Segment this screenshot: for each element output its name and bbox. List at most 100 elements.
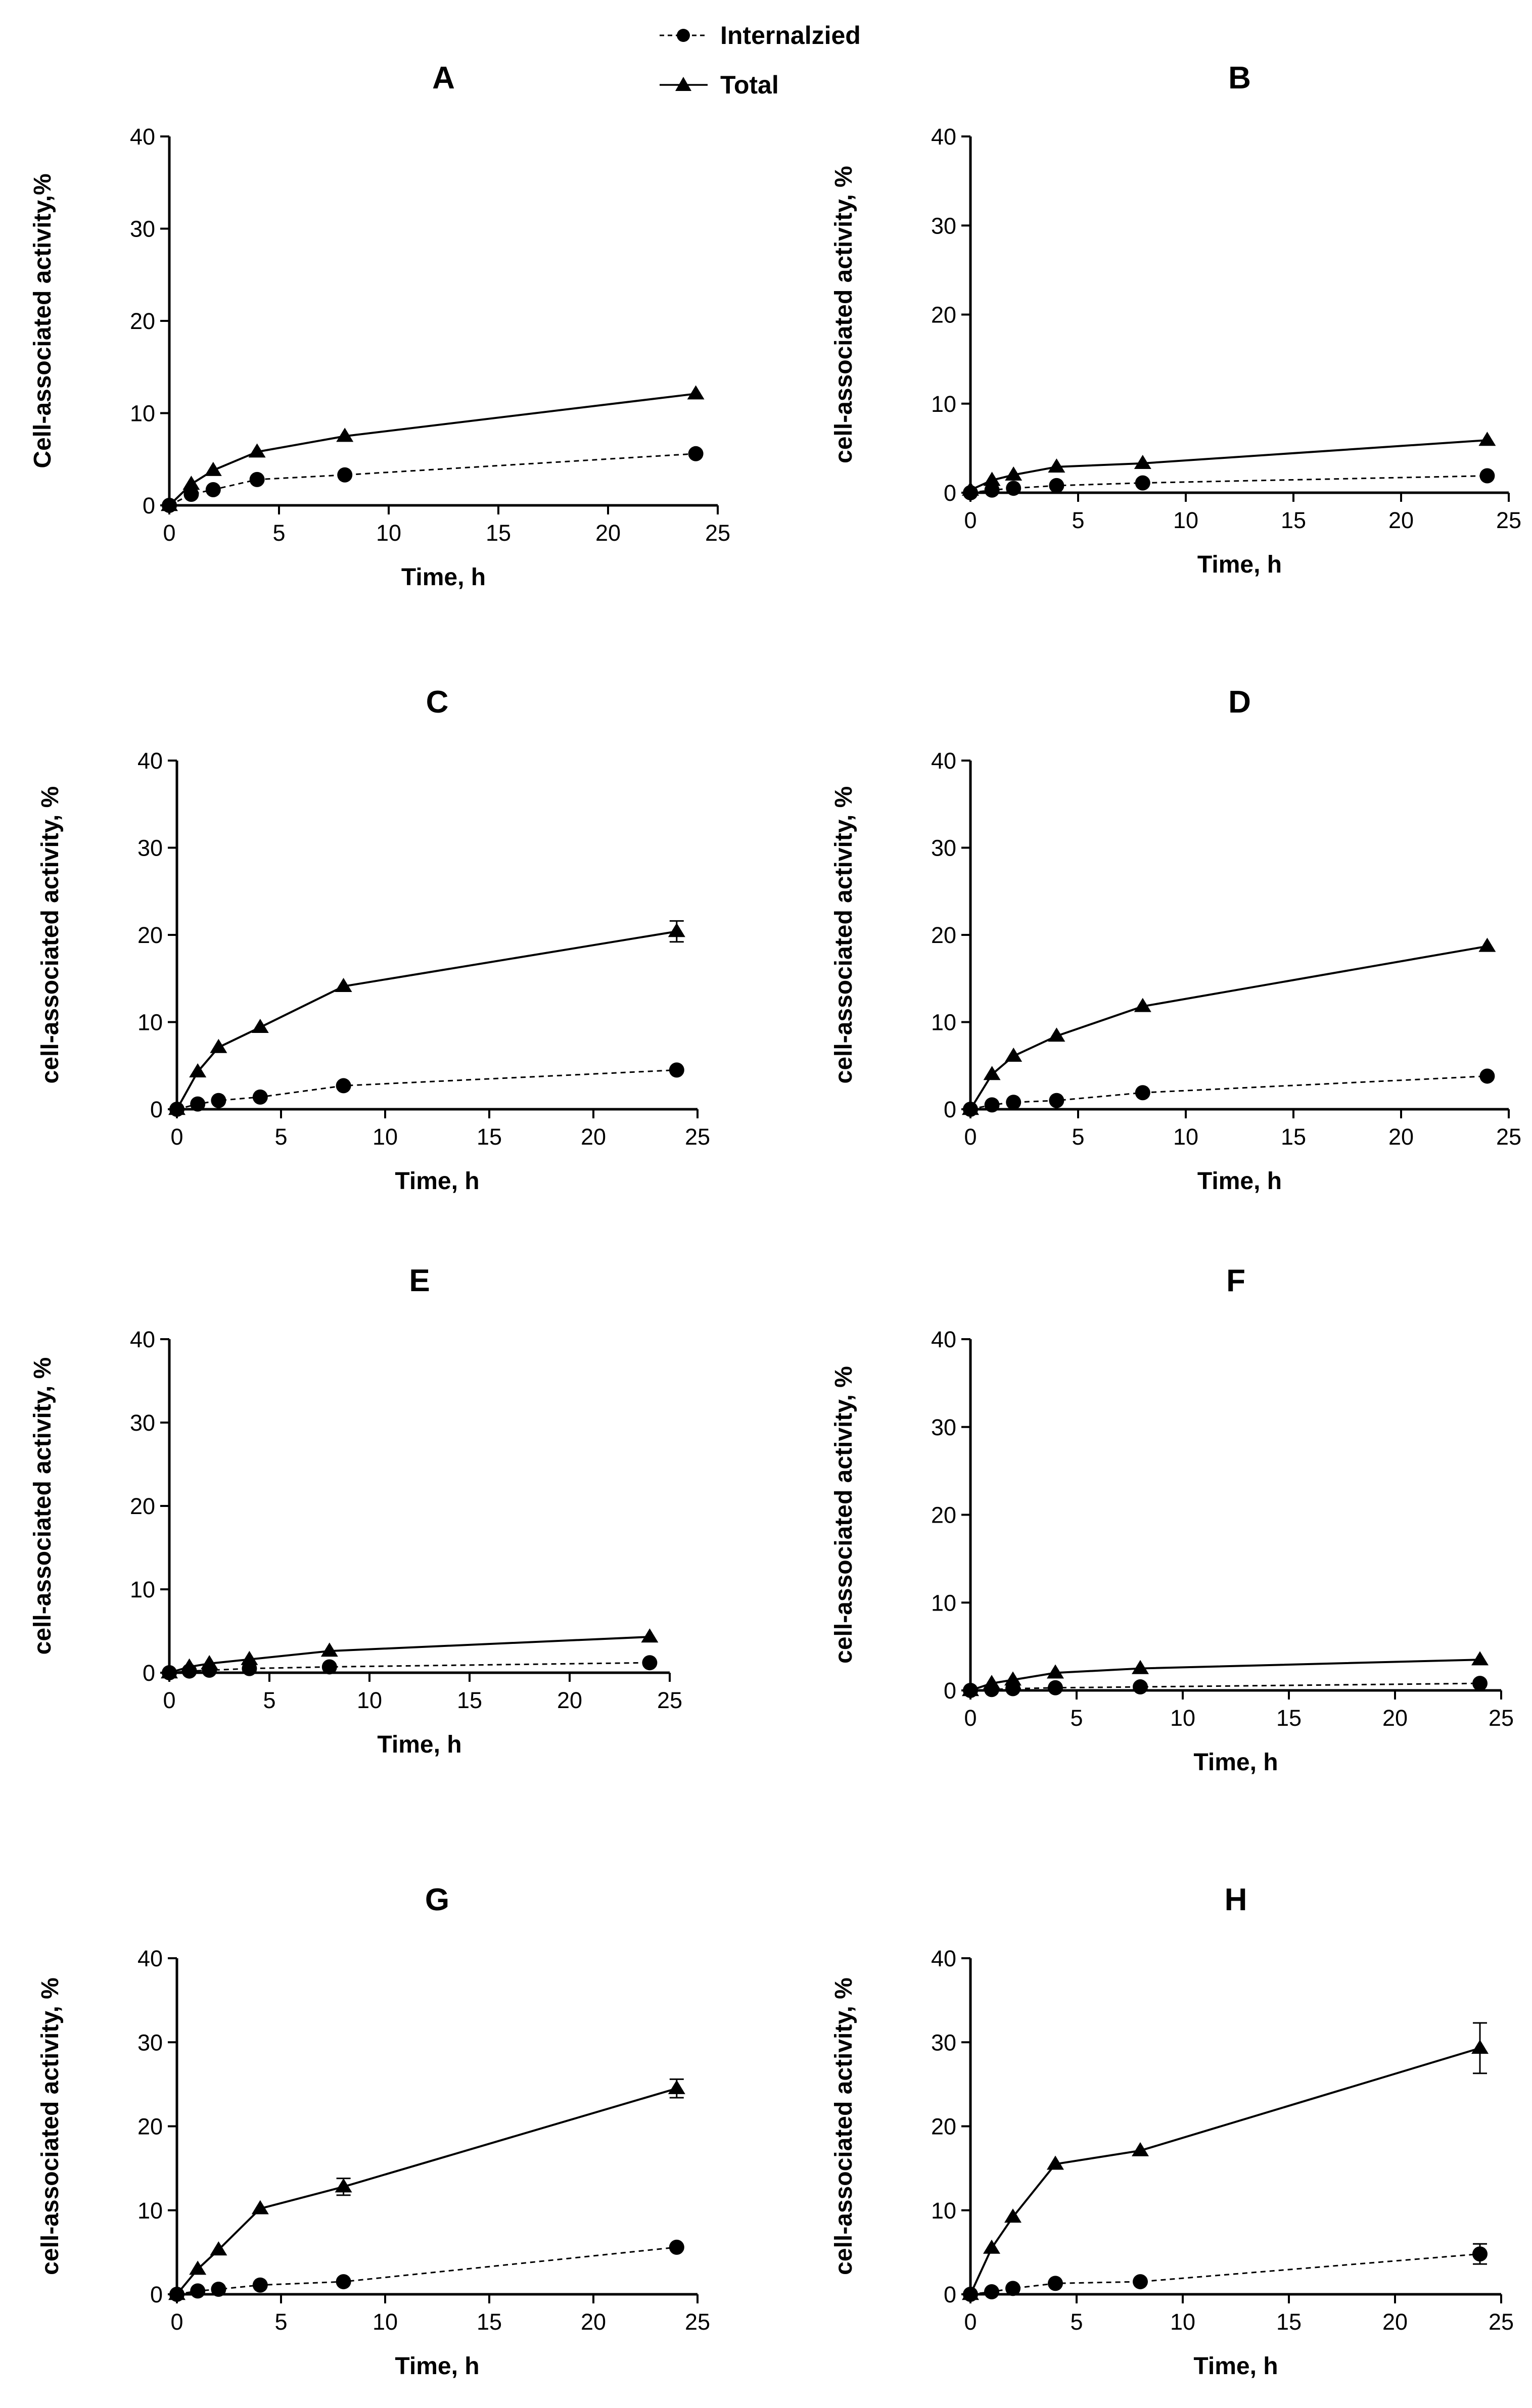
panel-c-x-axis-label: Time, h (395, 1168, 479, 1195)
panel-g-internalized-point (669, 2239, 684, 2255)
panel-g-y-tick-label: 40 (137, 1946, 163, 1971)
panel-b-total-point (983, 471, 1001, 486)
panel-d-x-tick-label: 20 (1388, 1124, 1414, 1150)
panel-e-y-axis-label: cell-associated activity, % (29, 1357, 56, 1655)
panel-c-title: C (426, 685, 449, 720)
panel-d-y-tick-label: 0 (944, 1097, 956, 1122)
panel-g-total-point (168, 2286, 185, 2300)
panel-f-total-point (1471, 1651, 1489, 1666)
panel-h-x-tick-label: 0 (964, 2309, 977, 2335)
panel-e-internalized-point (642, 1655, 658, 1671)
panel-c-internalized-point (190, 1096, 206, 1112)
panel-e-x-tick-label: 25 (657, 1687, 682, 1713)
panel-c-x-tick-label: 20 (581, 1124, 606, 1150)
panel-f-x-tick-label: 10 (1170, 1705, 1195, 1731)
panel-b-total-point (1048, 458, 1065, 473)
panel-f-x-tick-label: 25 (1489, 1705, 1514, 1731)
panel-f-x-axis-label: Time, h (1193, 1749, 1278, 1776)
panel-b-total-point (1005, 466, 1023, 481)
panel-a-internalized-point (688, 446, 704, 461)
panel-g-x-tick-label: 10 (373, 2309, 398, 2335)
panel-f-x-tick-label: 15 (1276, 1705, 1302, 1731)
panel-g-y-tick-label: 10 (137, 2198, 163, 2224)
panel-e-y-tick-label: 20 (130, 1493, 155, 1519)
panel-e-title: E (409, 1263, 430, 1298)
panel-b-x-tick-label: 25 (1496, 507, 1521, 533)
panel-h-internalized-point (1133, 2274, 1148, 2290)
panel-a-y-tick-label: 10 (130, 401, 155, 427)
panel-d-x-axis-label: Time, h (1197, 1168, 1282, 1195)
panel-f-y-axis-label: cell-associated activity, % (830, 1366, 857, 1664)
panel-c-total-point (189, 1063, 207, 1078)
panel-h-x-axis-label: Time, h (1193, 2353, 1278, 2380)
panel-h-internalized-line (970, 2253, 1480, 2295)
panel-e-internalized-point (321, 1659, 337, 1675)
panel-g-internalized-point (211, 2282, 226, 2297)
panel-d-x-tick-label: 10 (1173, 1124, 1198, 1150)
panel-e-total-point (641, 1628, 659, 1643)
panel-c-x-tick-label: 10 (373, 1124, 398, 1150)
panel-c-total-point (210, 1038, 227, 1053)
legend-item-total: Total (660, 71, 779, 99)
panel-d-y-axis-label: cell-associated activity, % (830, 786, 857, 1084)
panel-b-internalized-line (970, 475, 1488, 494)
panel-h-internalized-point (1472, 2246, 1488, 2262)
panel-a-x-tick-label: 20 (595, 520, 621, 546)
panel-a-y-tick-label: 20 (130, 308, 155, 334)
panel-h-total-point (1471, 2040, 1489, 2054)
panel-c-y-axis-label: cell-associated activity, % (37, 786, 64, 1084)
panel-g-internalized-point (190, 2283, 206, 2299)
panel-f-total-point (1047, 1664, 1064, 1679)
panel-e-y-tick-label: 0 (143, 1660, 155, 1686)
panel-d-x-tick-label: 25 (1496, 1124, 1521, 1150)
panel-f-x-tick-label: 0 (964, 1705, 977, 1731)
panel-h-x-tick-label: 25 (1489, 2309, 1514, 2335)
panel-d-total-point (1134, 998, 1151, 1012)
panel-b-internalized-point (1135, 475, 1150, 491)
panel-h-y-tick-label: 0 (944, 2282, 956, 2307)
panel-d-total-point (983, 1066, 1001, 1080)
panel-h-total-point (1132, 2142, 1149, 2156)
panel-b-x-tick-label: 5 (1072, 507, 1084, 533)
legend-total-marker (675, 77, 691, 91)
panel-e-total-point (180, 1658, 198, 1673)
panel-a-internalized-point (205, 482, 221, 497)
panel-h-x-tick-label: 15 (1276, 2309, 1302, 2335)
panel-f-title: F (1226, 1263, 1245, 1298)
panel-e-x-tick-label: 20 (557, 1687, 582, 1713)
panel-a-x-tick-label: 15 (486, 520, 511, 546)
panel-f-y-tick-label: 0 (944, 1678, 956, 1704)
panel-h-y-axis-label: cell-associated activity, % (830, 1977, 857, 2275)
panel-b-total-point (1134, 455, 1151, 469)
legend-total-label: Total (720, 71, 779, 99)
panel-a-total-point (336, 428, 354, 442)
panel-h-y-tick-label: 40 (931, 1946, 956, 1971)
panel-f: F 0 10 20 30 40 0 5 10 15 20 25 Time, h cell-associat… (830, 1263, 1514, 1776)
panel-g-x-tick-label: 20 (581, 2309, 606, 2335)
panel-h-internalized-point (984, 2284, 999, 2300)
panel-a-internalized-point (249, 471, 265, 487)
panel-a-total-point (204, 461, 222, 476)
panel-a-y-tick-label: 40 (130, 124, 155, 150)
legend-internalized-marker (677, 29, 690, 42)
panel-b-title: B (1228, 61, 1251, 96)
panel-h-title: H (1225, 1882, 1247, 1917)
panel-c-internalized-point (669, 1062, 684, 1078)
panel-h-x-tick-label: 20 (1382, 2309, 1408, 2335)
panel-g-y-axis-label: cell-associated activity, % (37, 1977, 64, 2275)
panel-g-x-tick-label: 15 (477, 2309, 502, 2335)
panel-d-x-tick-label: 5 (1072, 1124, 1084, 1150)
panel-b-y-axis-label: cell-associated activity, % (830, 166, 857, 463)
panel-d-y-tick-label: 20 (931, 922, 956, 948)
panel-h-total-point (1004, 2208, 1022, 2223)
panel-g-total-point (251, 2200, 269, 2214)
panel-a-x-tick-label: 0 (163, 520, 175, 546)
panel-h-total-point (1047, 2155, 1064, 2170)
panel-e-x-tick-label: 10 (357, 1687, 382, 1713)
panel-d-total-point (1478, 937, 1496, 952)
panel-a-title: A (432, 61, 455, 96)
panel-a-internalized-point (337, 467, 353, 483)
panel-f-total-point (1004, 1671, 1022, 1686)
panel-d-x-tick-label: 15 (1281, 1124, 1306, 1150)
panel-d-total-point (1005, 1047, 1023, 1062)
